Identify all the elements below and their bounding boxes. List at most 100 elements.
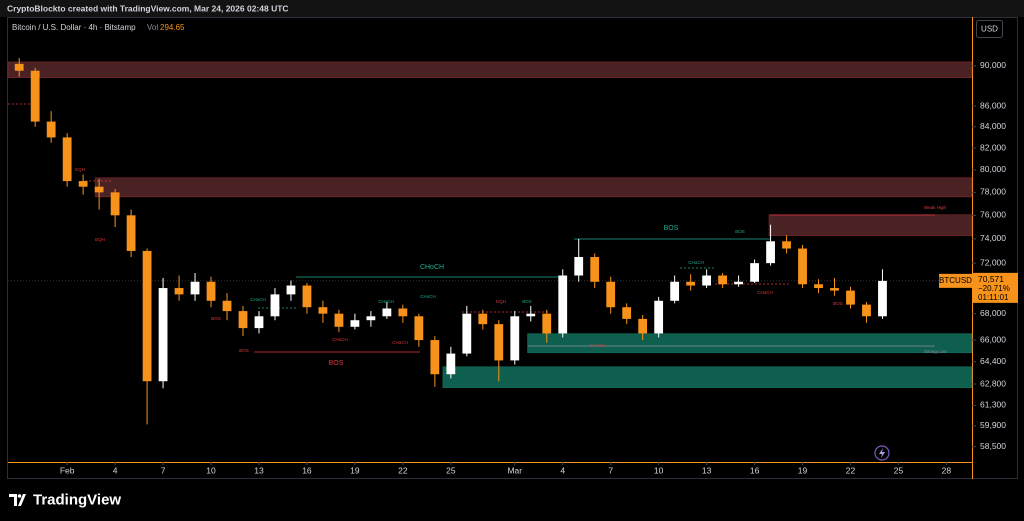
candle-body	[830, 288, 839, 291]
price-tag-change: −20.71%	[978, 284, 1010, 293]
candle-body	[366, 316, 376, 321]
zone	[94, 177, 973, 198]
annotation: BOS	[664, 225, 679, 232]
y-tick-label: 64,400	[980, 356, 1006, 366]
candle-body	[110, 192, 120, 216]
header-text: CryptoBlockto created with TradingView.c…	[7, 3, 289, 13]
x-tick-label: 7	[608, 465, 613, 475]
annotation: CHoCH	[420, 294, 436, 299]
candle-body	[350, 320, 360, 327]
price-tag-countdown: 01:11:01	[978, 293, 1009, 302]
candle-body	[574, 257, 584, 276]
y-tick-label: 90,000	[980, 60, 1006, 70]
candle-body	[862, 304, 871, 317]
candle-body	[782, 241, 791, 249]
y-tick-label: 68,000	[980, 308, 1006, 318]
price-tag-symbol: BTCUSD	[939, 276, 972, 285]
candle-body	[622, 307, 632, 319]
x-tick-label: 22	[398, 465, 408, 475]
candle-body	[334, 313, 344, 327]
annotation: CHoCH	[589, 343, 605, 348]
candle-body	[46, 121, 56, 138]
zone	[768, 214, 973, 236]
candle-body	[270, 294, 280, 317]
candle-body	[206, 281, 216, 301]
zones	[7, 61, 973, 388]
currency-box[interactable]	[976, 20, 1003, 38]
x-tick-label: 4	[560, 465, 565, 475]
annotation: BOS	[522, 299, 532, 304]
candle-body	[78, 181, 88, 187]
annotation: EQH	[496, 299, 506, 304]
x-tick-label: 13	[254, 465, 264, 475]
y-tick-label: 62,800	[980, 378, 1006, 388]
candle-body	[126, 215, 136, 251]
y-tick-label: 82,000	[980, 142, 1006, 152]
zone	[442, 366, 973, 388]
x-tick-label: 7	[161, 465, 166, 475]
annotation: BOS	[239, 348, 249, 353]
chart-frame	[7, 17, 1018, 479]
candle-body	[814, 284, 823, 289]
structure-lines	[8, 103, 935, 353]
candle-body	[14, 63, 24, 71]
legend-title: Bitcoin / U.S. Dollar · 4h · Bitstamp	[12, 23, 136, 32]
y-tick-label: 72,000	[980, 257, 1006, 267]
x-tick-label: 10	[206, 465, 216, 475]
candle-body	[94, 186, 104, 193]
candle-body	[750, 263, 759, 282]
annotations: EQH EQH BOS BOS CHoCH CHoCH CHoCH CHoCH CHoCH CHo…	[75, 167, 947, 367]
x-tick-label: 16	[302, 465, 312, 475]
x-tick-label: 13	[702, 465, 712, 475]
candle-body	[302, 285, 312, 308]
candle-body	[238, 311, 248, 329]
y-tick-label: 80,000	[980, 164, 1006, 174]
top-bar	[0, 0, 1024, 17]
x-tick-label: 25	[446, 465, 456, 475]
x-tick-label: 4	[113, 465, 118, 475]
y-tick-label: 78,000	[980, 187, 1006, 197]
annotation: CHoCH	[378, 299, 394, 304]
candle-body	[414, 316, 424, 341]
logo-text: TradingView	[33, 491, 121, 508]
candle-body	[286, 285, 296, 295]
lightning-icon[interactable]	[874, 445, 890, 461]
y-tick-label: 76,000	[980, 210, 1006, 220]
candle-body	[558, 275, 568, 334]
candle-body	[686, 281, 696, 286]
currency-label: USD	[981, 25, 998, 34]
candle-body	[606, 281, 616, 308]
candle-body	[846, 290, 855, 305]
candle-body	[190, 281, 200, 295]
candle-body	[446, 353, 456, 375]
candle-body	[798, 248, 807, 285]
x-tick-label: Feb	[60, 465, 75, 475]
candle-body	[30, 70, 40, 122]
y-tick-label: 86,000	[980, 100, 1006, 110]
price-tag-symbol-box	[939, 273, 972, 288]
x-tick-label: 19	[798, 465, 808, 475]
x-tick-label: 10	[654, 465, 664, 475]
price-tag-box	[972, 272, 1018, 303]
candle-body	[222, 300, 232, 312]
lightning-bolt	[879, 448, 885, 458]
axes: 90,000 86,000 84,000 82,000 80,000 78,000 76,0…	[60, 60, 1018, 475]
legend-volume-value: 294.65	[160, 23, 185, 32]
annotation: Weak High	[924, 205, 946, 210]
annotation: CHoCH	[392, 340, 408, 345]
y-tick-label: 74,000	[980, 233, 1006, 243]
x-tick-label: 25	[894, 465, 904, 475]
tradingview-logo: TradingView	[9, 491, 121, 508]
annotation: BOS	[833, 301, 843, 306]
candle-body	[382, 308, 392, 317]
y-tick-label: 58,500	[980, 441, 1006, 451]
candle-body	[478, 313, 488, 325]
annotation: Strong Low	[924, 349, 948, 354]
annotation: CHoCH	[420, 264, 444, 271]
legend-volume-label: Vol	[147, 23, 158, 32]
candle-body	[158, 288, 168, 382]
candle-body	[670, 281, 680, 301]
annotation: EQH	[95, 237, 105, 242]
